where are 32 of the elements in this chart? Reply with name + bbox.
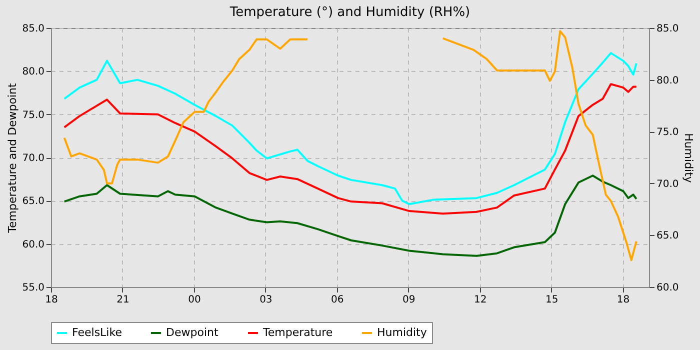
y2-tick-label: 85.0 [656, 24, 679, 34]
x-tick-label: 12 [474, 294, 487, 306]
line-series [63, 83, 638, 215]
chart-title: Temperature (°) and Humidity (RH%) [228, 5, 470, 20]
x-tick-label: 15 [545, 294, 558, 306]
y2-tick-label: 60.0 [656, 282, 679, 294]
y-tick-label: 85.0 [22, 24, 44, 34]
y-tick-label: 65.0 [22, 196, 44, 208]
legend-label: Humidity [377, 326, 428, 339]
x-tick-label: 18 [616, 294, 630, 306]
y2-tick-label: 75.0 [656, 127, 679, 138]
legend-label: Dewpoint [166, 326, 219, 339]
x-tick-label: 09 [402, 294, 416, 306]
x-tick-label: 00 [188, 294, 201, 306]
y-tick-label: 75.0 [22, 110, 44, 121]
legend-label: FeelsLike [72, 326, 122, 339]
x-tick-label: 21 [116, 294, 130, 306]
line-series [63, 52, 638, 206]
y2-tick-label: 80.0 [656, 75, 679, 86]
y2-axis-title: Humidity [682, 133, 695, 184]
y-tick-label: 55.0 [22, 282, 44, 294]
line-series [63, 174, 638, 257]
y-tick-label: 60.0 [22, 239, 44, 250]
y2-tick-label: 70.0 [656, 178, 679, 190]
y2-tick-label: 65.0 [656, 230, 679, 242]
x-tick-label: 18 [45, 294, 58, 306]
x-tick-label: 03 [260, 294, 272, 306]
y-tick-label: 80.0 [22, 66, 44, 78]
y-axis-title: Temperature and Dewpoint [6, 82, 20, 234]
legend-label: Temperature [262, 326, 333, 339]
x-tick-label: 06 [331, 294, 344, 306]
y-tick-label: 70.0 [22, 153, 44, 164]
